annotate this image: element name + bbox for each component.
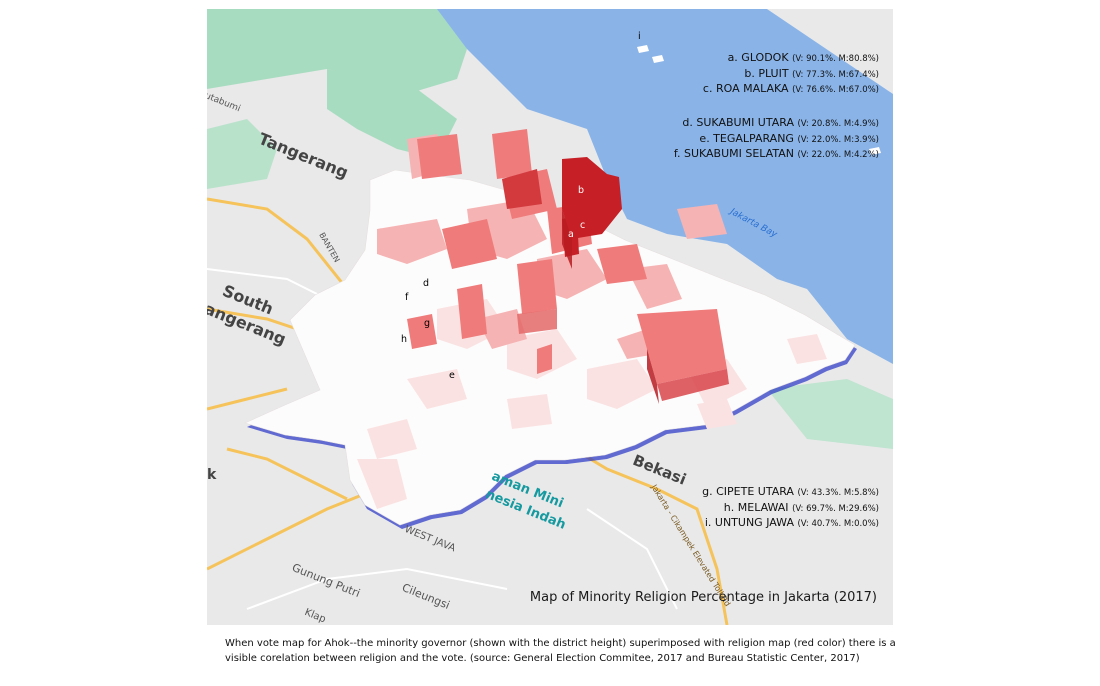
legend-item: a. GLODOK (V: 90.1%. M:80.8%): [703, 51, 879, 67]
legend-item: i. UNTUNG JAWA (V: 40.7%. M:0.0%): [702, 516, 879, 532]
island: [637, 45, 649, 53]
legend-item-stats: (V: 90.1%. M:80.8%): [792, 54, 879, 64]
place-label-k: k: [207, 467, 217, 483]
legend-item-stats: (V: 43.3%. M:5.8%): [797, 488, 879, 498]
pin-d[interactable]: d: [423, 278, 430, 289]
map-frame[interactable]: Tangerang South angerang Bekasi k utabum…: [207, 9, 893, 625]
island: [652, 55, 664, 63]
legend-item-label: c. ROA MALAKA: [702, 82, 789, 95]
legend-high-minority: a. GLODOK (V: 90.1%. M:80.8%) b. PLUIT (…: [703, 51, 879, 98]
legend-item: f. SUKABUMI SELATAN (V: 22.0%. M:4.2%): [674, 147, 879, 163]
legend-item-label: b. PLUIT: [744, 66, 789, 80]
legend-item-label: h. MELAWAI: [723, 500, 789, 514]
legend-item: b. PLUIT (V: 77.3%. M:67.4%): [703, 67, 879, 83]
legend-item-stats: (V: 22.0%. M:4.2%): [797, 150, 879, 160]
districts-high: [407, 129, 727, 384]
legend-item-stats: (V: 69.7%. M:29.6%): [792, 503, 879, 514]
legend-item-label: d. SUKABUMI UTARA: [682, 116, 794, 129]
highway: [207, 387, 288, 411]
legend-mixed: g. CIPETE UTARA (V: 43.3%. M:5.8%) h. ME…: [702, 485, 879, 532]
highway: [556, 437, 729, 625]
pin-h[interactable]: h: [401, 334, 408, 345]
map-title: Map of Minority Religion Percentage in J…: [529, 590, 877, 605]
map-canvas: [207, 9, 893, 625]
pin-a[interactable]: a: [568, 229, 574, 240]
legend-item: c. ROA MALAKA (V: 76.6%. M:67.0%): [703, 82, 879, 98]
legend-item-stats: (V: 76.6%. M:67.0%): [792, 85, 879, 95]
legend-item: g. CIPETE UTARA (V: 43.3%. M:5.8%): [702, 485, 879, 501]
legend-item-stats: (V: 20.8%. M:4.9%): [797, 119, 879, 129]
legend-item-label: e. TEGALPARANG: [699, 131, 794, 145]
district-extrusions: [517, 209, 729, 404]
highway: [207, 487, 378, 571]
legend-low-minority: d. SUKABUMI UTARA (V: 20.8%. M:4.9%) e. …: [674, 116, 879, 163]
green-area: [767, 379, 893, 449]
districts-low: [357, 299, 827, 509]
pin-g[interactable]: g: [424, 318, 431, 329]
pin-f[interactable]: f: [405, 292, 409, 303]
legend-item-label: i. UNTUNG JAWA: [704, 516, 794, 529]
legend-item-stats: (V: 40.7%. M:0.0%): [797, 519, 879, 529]
green-area: [207, 9, 467, 94]
minor-road: [586, 508, 678, 610]
green-area: [207, 119, 277, 189]
highway: [226, 447, 348, 501]
minor-road: [246, 567, 508, 610]
sea-area: [437, 9, 893, 364]
legend-item: e. TEGALPARANG (V: 22.0%. M:3.9%): [674, 132, 879, 148]
legend-item: h. MELAWAI (V: 69.7%. M:29.6%): [702, 501, 879, 517]
pin-c[interactable]: c: [580, 220, 586, 231]
pin-i[interactable]: i: [638, 31, 641, 42]
legend-item-stats: (V: 77.3%. M:67.4%): [792, 69, 879, 80]
legend-item-stats: (V: 22.0%. M:3.9%): [797, 134, 879, 145]
legend-item: d. SUKABUMI UTARA (V: 20.8%. M:4.9%): [674, 116, 879, 132]
legend-item-label: f. SUKABUMI SELATAN: [673, 147, 794, 160]
pin-b[interactable]: b: [578, 185, 585, 196]
legend-item-label: g. CIPETE UTARA: [702, 485, 794, 498]
island: [869, 147, 881, 155]
figure-caption: When vote map for Ahok--the minority gov…: [225, 638, 896, 664]
legend-item-label: a. GLODOK: [727, 51, 789, 64]
pin-e[interactable]: e: [449, 370, 455, 381]
